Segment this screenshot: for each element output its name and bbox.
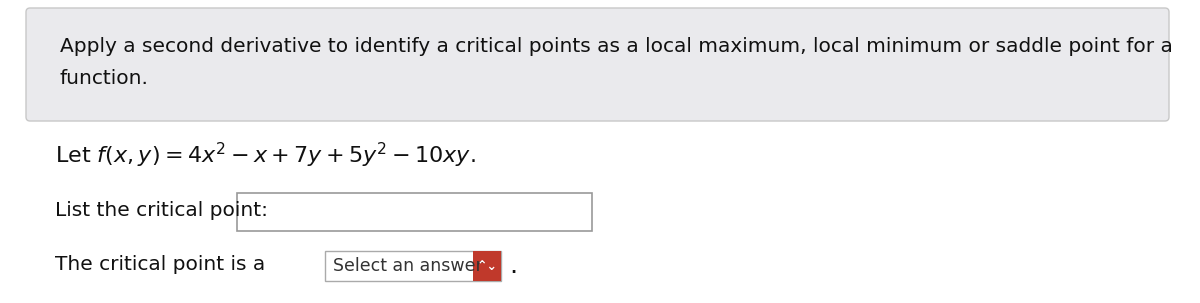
Text: Apply a second derivative to identify a critical points as a local maximum, loca: Apply a second derivative to identify a … bbox=[60, 36, 1172, 55]
Text: function.: function. bbox=[60, 68, 149, 88]
Text: Let $f(x, y) = 4x^2 - x + 7y + 5y^2 - 10xy.$: Let $f(x, y) = 4x^2 - x + 7y + 5y^2 - 10… bbox=[55, 140, 475, 170]
Text: ⌃⌄: ⌃⌄ bbox=[476, 259, 498, 272]
Text: Select an answer: Select an answer bbox=[334, 257, 482, 275]
Bar bbox=[325, 251, 502, 281]
Text: List the critical point:: List the critical point: bbox=[55, 201, 268, 219]
FancyBboxPatch shape bbox=[26, 8, 1169, 121]
Text: The critical point is a: The critical point is a bbox=[55, 255, 265, 275]
Bar bbox=[238, 193, 592, 231]
Bar bbox=[473, 251, 502, 281]
Text: .: . bbox=[509, 253, 517, 279]
